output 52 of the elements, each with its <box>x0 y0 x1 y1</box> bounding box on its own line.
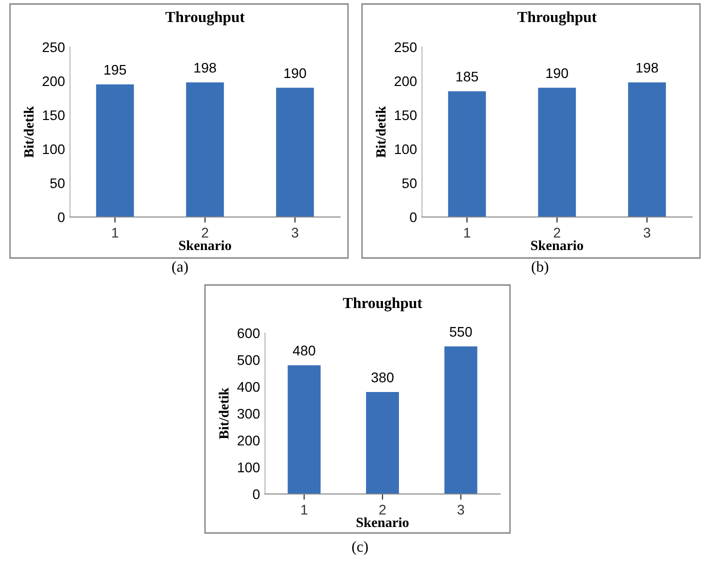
text: (b) <box>532 261 548 275</box>
y-tick-label: 150 <box>395 110 417 120</box>
x-tick-label: 3 <box>644 228 650 238</box>
bar <box>288 365 321 494</box>
x-tick-label: 3 <box>458 504 464 515</box>
x-axis-title: Skenario <box>356 517 409 528</box>
y-tick-label: 300 <box>238 408 260 419</box>
y-tick-label: 50 <box>402 178 417 188</box>
y-tick-label: 600 <box>238 328 260 338</box>
y-tick-label: 100 <box>43 144 65 154</box>
bar <box>444 346 478 494</box>
x-tick-label: 2 <box>379 504 386 514</box>
data-label: 198 <box>194 62 216 73</box>
data-label: 190 <box>284 68 306 78</box>
data-label: 550 <box>450 326 472 337</box>
x-tick-label: 2 <box>554 228 560 238</box>
y-axis-title: Bit/detik <box>24 106 34 158</box>
y-tick-label: 200 <box>42 76 65 86</box>
x-tick-label: 1 <box>464 228 470 238</box>
data-label: 198 <box>636 62 658 73</box>
data-label: 480 <box>292 346 316 356</box>
y-tick-label: 200 <box>394 76 417 86</box>
x-tick-label: 1 <box>112 228 118 238</box>
y-axis-title: Bit/detik <box>376 106 386 158</box>
y-axis-title: Bit/detik <box>218 388 229 440</box>
y-tick-label: 0 <box>252 489 260 500</box>
y-tick-label: 100 <box>395 144 417 154</box>
text: (a) <box>172 261 188 275</box>
y-tick-label: 500 <box>238 355 260 366</box>
chart-title: Throughput <box>165 11 245 26</box>
x-tick-label: 3 <box>292 228 298 238</box>
data-label: 380 <box>371 372 394 382</box>
data-label: 195 <box>104 64 126 75</box>
data-label: 190 <box>546 68 568 78</box>
y-tick-label: 400 <box>237 382 260 392</box>
bar <box>366 392 399 494</box>
x-axis-title: Skenario <box>179 240 232 250</box>
x-tick-label: 1 <box>301 504 308 514</box>
chart-title: Throughput <box>517 11 597 26</box>
y-tick-label: 150 <box>43 110 65 120</box>
y-tick-label: 0 <box>58 212 65 222</box>
y-tick-label: 200 <box>238 436 260 446</box>
y-tick-label: 250 <box>42 42 65 52</box>
y-tick-label: 250 <box>394 42 417 52</box>
y-tick-label: 0 <box>410 212 417 222</box>
chart-title: Throughput <box>342 297 422 312</box>
text: (c) <box>352 541 368 555</box>
x-tick-label: 2 <box>202 228 208 238</box>
data-label: 185 <box>456 72 478 82</box>
y-tick-label: 50 <box>50 178 65 188</box>
x-axis-title: Skenario <box>531 240 584 250</box>
y-tick-label: 100 <box>238 462 260 472</box>
